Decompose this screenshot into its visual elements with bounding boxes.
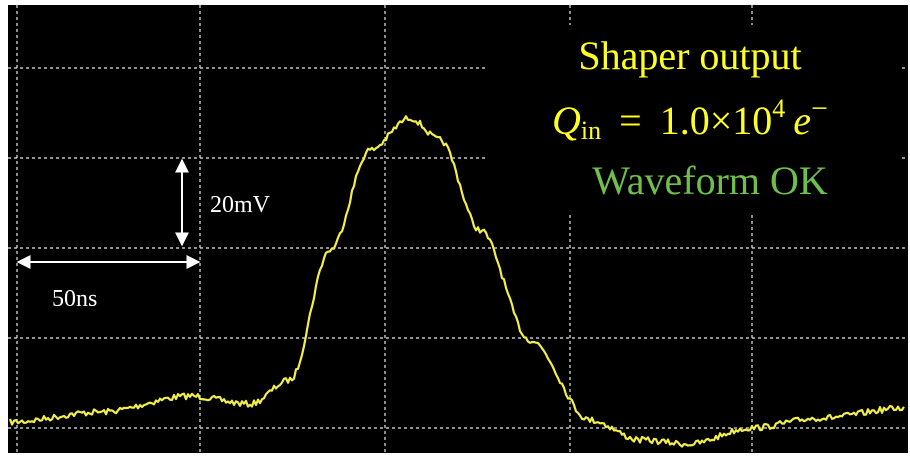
charge-equals: = — [619, 98, 642, 143]
title: Shaper output — [578, 33, 801, 78]
charge-unit-sign: − — [811, 92, 828, 125]
charge-symbol: Q — [552, 98, 581, 143]
charge-subscript: in — [581, 116, 601, 145]
status: Waveform OK — [592, 158, 828, 203]
charge-unit: e — [793, 98, 811, 143]
charge-mantissa: 1.0×10 — [660, 98, 773, 143]
vertical-scale-label: 20mV — [210, 192, 271, 218]
horizontal-scale-label: 50ns — [52, 286, 97, 312]
charge-exponent: 4 — [772, 94, 785, 123]
scope-screen: Shaper output Qin=1.0×104e− Waveform OK … — [0, 0, 910, 459]
